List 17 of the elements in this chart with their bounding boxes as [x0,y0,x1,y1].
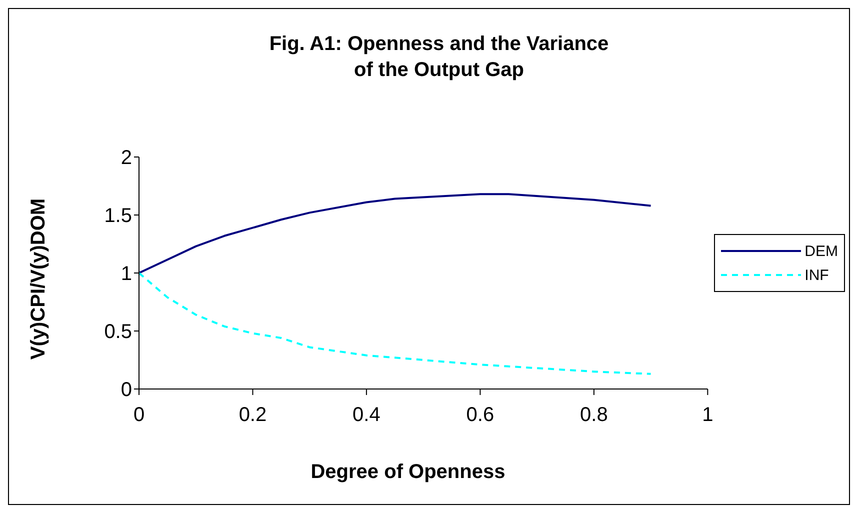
x-tick-label: 0.8 [580,404,608,426]
x-axis-title: Degree of Openness [310,461,506,484]
y-tick-label: 2 [120,147,132,170]
x-tick-label: 0.2 [238,404,267,426]
text: DEM [804,242,838,260]
x-tick-label: 0.6 [466,404,494,426]
y-tick-label: 1.5 [104,205,132,228]
line-series [139,272,652,375]
y-tick-label: 0.5 [104,321,132,344]
text: INF [804,266,829,284]
y-tick-label: 1 [120,263,132,286]
y-tick-label: 0 [120,379,132,402]
x-tick-label: 1 [702,404,714,426]
line-series [139,193,652,274]
y-axis-title: V(y)CPI/V(y)DOM [28,198,50,360]
chart-title: Fig. A1: Openness and the Variance of the Output Gap [269,32,609,83]
x-tick-label: 0.4 [352,404,380,426]
